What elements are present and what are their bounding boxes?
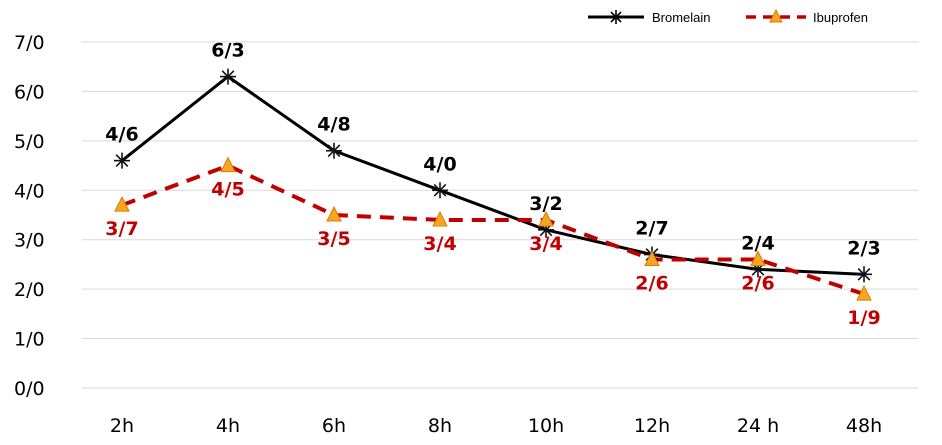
data-point <box>114 152 130 169</box>
data-label: 2/4 <box>741 232 774 254</box>
data-point <box>432 210 448 227</box>
data-label: 4/0 <box>423 153 456 175</box>
x-tick-label: 2h <box>110 415 134 437</box>
data-point <box>538 210 554 227</box>
legend-ibuprofen-label: Ibuprofen <box>813 10 868 25</box>
legend: Bromelain Ibuprofen <box>588 8 868 25</box>
y-tick-label: 0/0 <box>14 378 45 400</box>
x-axis-ticks: 2h 4h 6h 8h 10h 12h 24 h 48h <box>110 415 882 437</box>
data-label: 2/6 <box>741 272 774 294</box>
data-point <box>220 156 236 173</box>
series-layer: 4/6 6/3 4/8 4/0 3/2 2/7 2/4 2/3 3/7 4/5 3/5 3/4 3/4 2… <box>105 40 880 329</box>
y-tick-label: 5/0 <box>14 131 45 153</box>
data-label: 3/4 <box>423 233 456 255</box>
x-tick-label: 24 h <box>737 415 779 437</box>
grid-lines <box>82 41 918 389</box>
y-tick-label: 6/0 <box>14 81 45 103</box>
data-point <box>326 142 342 159</box>
data-label: 3/5 <box>317 228 350 250</box>
x-tick-label: 8h <box>428 415 452 437</box>
data-point <box>644 250 660 266</box>
x-tick-label: 10h <box>528 415 564 437</box>
x-tick-label: 4h <box>216 415 240 437</box>
legend-bromelain-label: Bromelain <box>652 10 711 25</box>
x-tick-label: 48h <box>846 415 882 437</box>
y-tick-label: 4/0 <box>14 180 45 202</box>
data-label: 4/5 <box>211 179 244 201</box>
data-point <box>750 250 766 266</box>
data-point <box>856 266 872 283</box>
y-tick-label: 2/0 <box>14 279 45 301</box>
legend-bromelain-marker <box>609 10 623 24</box>
marker-stroke <box>433 183 447 197</box>
data-label: 3/7 <box>105 218 138 240</box>
legend-ibuprofen-marker <box>769 8 783 23</box>
series-line-bromelain <box>121 75 865 276</box>
data-point <box>856 284 872 301</box>
data-label: 1/9 <box>847 307 880 329</box>
data-label: 3/2 <box>529 193 562 215</box>
data-label: 4/8 <box>317 114 350 136</box>
data-point <box>326 205 342 222</box>
data-label: 4/6 <box>105 124 138 146</box>
marker-stroke <box>221 70 235 83</box>
data-point <box>114 195 130 212</box>
data-label: 2/7 <box>635 218 668 240</box>
marker-stroke <box>857 267 871 281</box>
x-tick-label: 12h <box>634 415 670 437</box>
data-label: 2/6 <box>635 272 668 294</box>
data-label: 3/4 <box>529 233 562 255</box>
y-axis-ticks: 0/0 1/0 2/0 3/0 4/0 5/0 6/0 7/0 <box>14 32 45 400</box>
y-tick-label: 1/0 <box>14 329 45 351</box>
y-tick-label: 3/0 <box>14 230 45 252</box>
data-label: 2/3 <box>847 237 880 259</box>
data-point <box>220 68 236 85</box>
data-label: 6/3 <box>211 40 244 62</box>
y-tick-label: 7/0 <box>14 32 45 54</box>
data-point <box>432 182 448 199</box>
marker-stroke <box>327 144 341 158</box>
marker-stroke <box>115 154 129 167</box>
x-tick-label: 6h <box>322 415 346 437</box>
